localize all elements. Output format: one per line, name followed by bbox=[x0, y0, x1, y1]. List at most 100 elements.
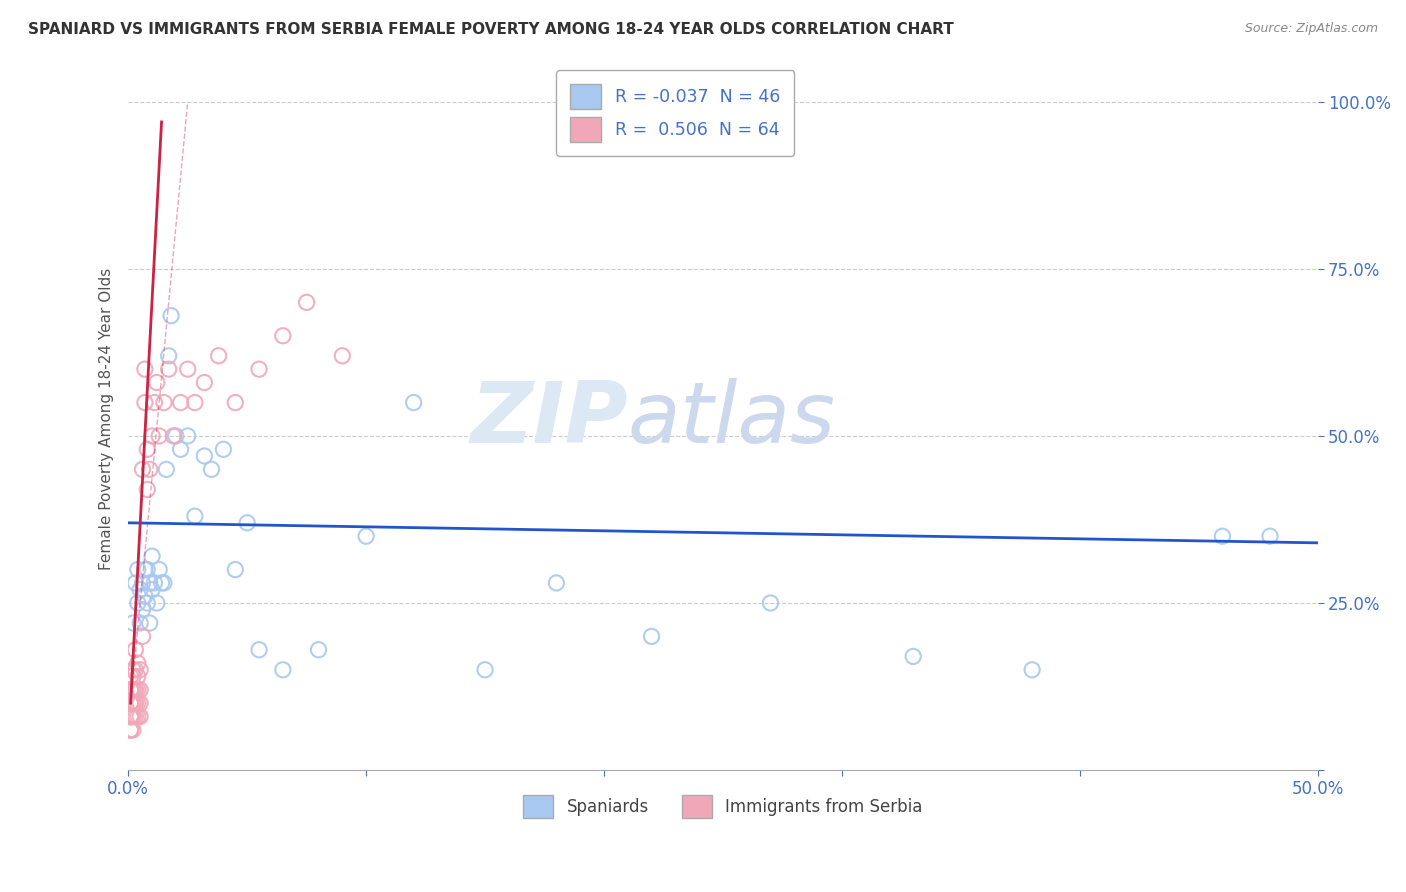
Point bbox=[120, 723, 142, 737]
Point bbox=[138, 462, 160, 476]
Point bbox=[122, 663, 145, 677]
Point bbox=[224, 563, 246, 577]
Point bbox=[193, 376, 215, 390]
Point bbox=[236, 516, 259, 530]
Point bbox=[200, 462, 222, 476]
Legend: Spaniards, Immigrants from Serbia: Spaniards, Immigrants from Serbia bbox=[516, 788, 929, 825]
Point bbox=[122, 696, 145, 710]
Point bbox=[129, 663, 152, 677]
Point bbox=[143, 395, 166, 409]
Point bbox=[120, 709, 142, 723]
Point bbox=[271, 328, 294, 343]
Point bbox=[177, 362, 200, 376]
Point bbox=[120, 682, 142, 697]
Point bbox=[138, 576, 160, 591]
Point bbox=[127, 696, 149, 710]
Point bbox=[157, 349, 180, 363]
Point bbox=[120, 696, 142, 710]
Point bbox=[247, 642, 270, 657]
Point bbox=[122, 723, 145, 737]
Point bbox=[129, 709, 152, 723]
Point bbox=[124, 663, 146, 677]
Point bbox=[127, 709, 149, 723]
Point bbox=[120, 669, 142, 683]
Point bbox=[330, 349, 353, 363]
Point bbox=[903, 649, 925, 664]
Point bbox=[212, 442, 235, 457]
Point bbox=[127, 563, 149, 577]
Point bbox=[308, 642, 330, 657]
Text: atlas: atlas bbox=[627, 377, 835, 461]
Point bbox=[134, 589, 156, 603]
Point bbox=[129, 696, 152, 710]
Point bbox=[122, 709, 145, 723]
Point bbox=[177, 429, 200, 443]
Point bbox=[122, 615, 145, 630]
Point bbox=[143, 576, 166, 591]
Point bbox=[124, 696, 146, 710]
Point bbox=[193, 449, 215, 463]
Point bbox=[124, 709, 146, 723]
Point bbox=[295, 295, 318, 310]
Point bbox=[640, 629, 662, 643]
Point bbox=[134, 563, 156, 577]
Point bbox=[136, 596, 159, 610]
Point bbox=[271, 663, 294, 677]
Point bbox=[124, 576, 146, 591]
Point bbox=[120, 696, 142, 710]
Point bbox=[120, 723, 142, 737]
Point bbox=[148, 429, 170, 443]
Point bbox=[127, 596, 149, 610]
Point bbox=[131, 576, 153, 591]
Point bbox=[1021, 663, 1043, 677]
Point bbox=[136, 442, 159, 457]
Point bbox=[124, 682, 146, 697]
Text: ZIP: ZIP bbox=[470, 377, 627, 461]
Point bbox=[141, 549, 163, 564]
Point bbox=[124, 642, 146, 657]
Point bbox=[131, 462, 153, 476]
Point bbox=[122, 682, 145, 697]
Point bbox=[184, 395, 207, 409]
Point bbox=[402, 395, 425, 409]
Point bbox=[120, 696, 142, 710]
Point bbox=[1211, 529, 1233, 543]
Point bbox=[129, 682, 152, 697]
Point bbox=[134, 362, 156, 376]
Text: Source: ZipAtlas.com: Source: ZipAtlas.com bbox=[1244, 22, 1378, 36]
Point bbox=[127, 682, 149, 697]
Point bbox=[120, 709, 142, 723]
Point bbox=[184, 509, 207, 524]
Point bbox=[129, 615, 152, 630]
Point bbox=[129, 582, 152, 597]
Point bbox=[122, 669, 145, 683]
Point bbox=[155, 462, 177, 476]
Point bbox=[131, 629, 153, 643]
Point bbox=[1258, 529, 1281, 543]
Point bbox=[122, 709, 145, 723]
Point bbox=[157, 362, 180, 376]
Point bbox=[150, 576, 173, 591]
Point bbox=[165, 429, 187, 443]
Point bbox=[138, 615, 160, 630]
Point bbox=[169, 442, 191, 457]
Point bbox=[208, 349, 231, 363]
Point bbox=[224, 395, 246, 409]
Point bbox=[136, 563, 159, 577]
Point bbox=[127, 656, 149, 670]
Point bbox=[354, 529, 377, 543]
Point bbox=[169, 395, 191, 409]
Point bbox=[120, 696, 142, 710]
Point bbox=[153, 576, 176, 591]
Point bbox=[153, 395, 176, 409]
Text: SPANIARD VS IMMIGRANTS FROM SERBIA FEMALE POVERTY AMONG 18-24 YEAR OLDS CORRELAT: SPANIARD VS IMMIGRANTS FROM SERBIA FEMAL… bbox=[28, 22, 953, 37]
Point bbox=[120, 682, 142, 697]
Y-axis label: Female Poverty Among 18-24 Year Olds: Female Poverty Among 18-24 Year Olds bbox=[100, 268, 114, 570]
Point bbox=[148, 563, 170, 577]
Point bbox=[120, 709, 142, 723]
Point bbox=[146, 596, 169, 610]
Point bbox=[141, 582, 163, 597]
Point bbox=[131, 602, 153, 616]
Point bbox=[160, 309, 183, 323]
Point bbox=[474, 663, 496, 677]
